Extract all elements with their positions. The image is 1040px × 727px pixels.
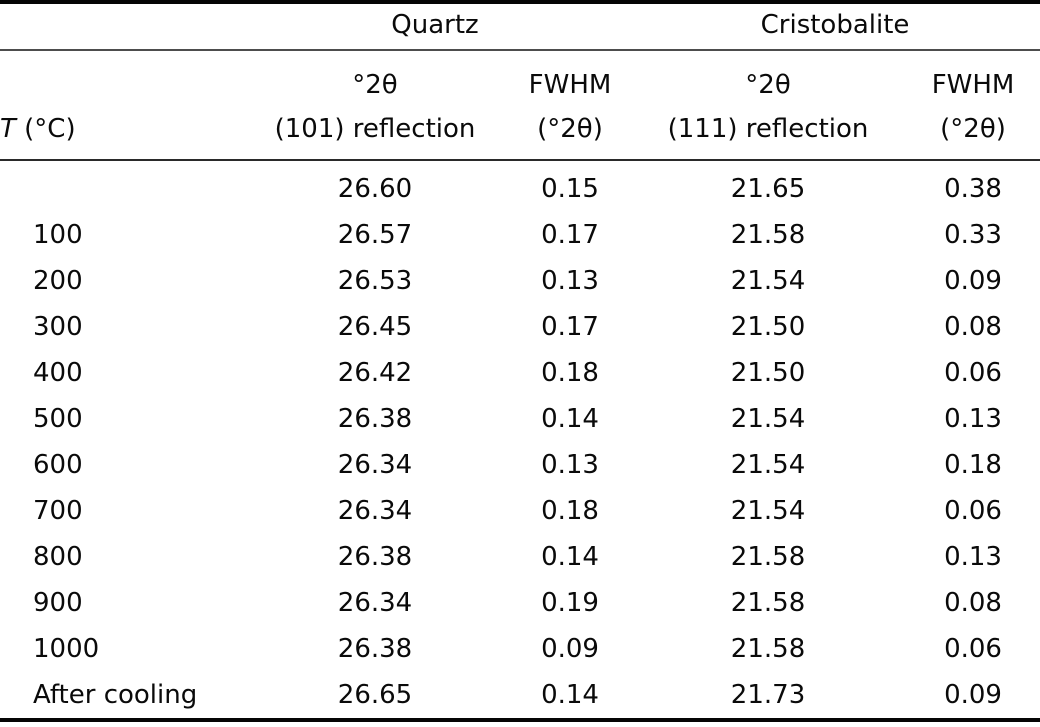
cell-cristobalite-fwhm: 0.09: [944, 680, 1002, 710]
cristobalite-fwhm-line2: (°2θ): [940, 114, 1006, 144]
cell-cristobalite-2theta: 21.73: [730, 680, 806, 710]
table-row: 26.60 0.15 21.65 0.38: [0, 160, 1040, 212]
column-header-temperature: T (°C): [0, 50, 240, 161]
cell-quartz-2theta: 26.57: [337, 220, 413, 250]
group-header-cristobalite: Cristobalite: [630, 2, 1040, 51]
group-header-row: Quartz Cristobalite: [0, 2, 1040, 51]
cell-cristobalite-fwhm: 0.38: [944, 174, 1002, 204]
cell-cristobalite-2theta: 21.54: [730, 404, 806, 434]
column-header-cristobalite-2theta: °2θ (111) reflection: [630, 50, 907, 161]
column-header-row: T (°C) °2θ (101) reflection FWHM (°2θ) °…: [0, 50, 1040, 161]
cristobalite-fwhm-line1: FWHM: [931, 70, 1015, 100]
cell-quartz-fwhm: 0.13: [541, 266, 599, 296]
table-row: 200 26.53 0.13 21.54 0.09: [0, 258, 1040, 304]
cell-temperature: 1000: [33, 634, 100, 664]
table-body: 26.60 0.15 21.65 0.38 100 26.57 0.17 21.58 0.33 2…: [0, 160, 1040, 720]
column-header-cristobalite-fwhm: FWHM (°2θ): [906, 50, 1040, 161]
cell-cristobalite-fwhm: 0.08: [944, 312, 1002, 342]
quartz-fwhm-line2: (°2θ): [537, 114, 603, 144]
cell-temperature: 800: [33, 542, 83, 572]
cell-cristobalite-fwhm: 0.33: [944, 220, 1002, 250]
cell-quartz-fwhm: 0.09: [541, 634, 599, 664]
table-row: 300 26.45 0.17 21.50 0.08: [0, 304, 1040, 350]
cell-cristobalite-2theta: 21.54: [730, 266, 806, 296]
cell-quartz-fwhm: 0.17: [541, 220, 599, 250]
cell-quartz-2theta: 26.60: [337, 174, 413, 204]
table-row: 500 26.38 0.14 21.54 0.13: [0, 396, 1040, 442]
cell-temperature: 500: [33, 404, 83, 434]
cristobalite-2theta-line1: °2θ: [745, 70, 791, 100]
cell-quartz-2theta: 26.34: [337, 496, 413, 526]
cell-quartz-2theta: 26.38: [337, 542, 413, 572]
cell-quartz-2theta: 26.34: [337, 588, 413, 618]
cell-quartz-2theta: 26.38: [337, 634, 413, 664]
quartz-2theta-line1: °2θ: [352, 70, 398, 100]
cell-quartz-2theta: 26.38: [337, 404, 413, 434]
cell-cristobalite-fwhm: 0.06: [944, 634, 1002, 664]
quartz-2theta-line2: (101) reflection: [274, 114, 476, 144]
cell-temperature: 900: [33, 588, 83, 618]
cristobalite-2theta-line2: (111) reflection: [667, 114, 869, 144]
cell-cristobalite-2theta: 21.58: [730, 634, 806, 664]
cell-temperature: 700: [33, 496, 83, 526]
cell-quartz-2theta: 26.42: [337, 358, 413, 388]
cell-cristobalite-2theta: 21.54: [730, 496, 806, 526]
table-row: 1000 26.38 0.09 21.58 0.06: [0, 626, 1040, 672]
cell-temperature: [0, 160, 240, 212]
group-header-empty: [0, 2, 240, 51]
temperature-unit: (°C): [15, 114, 76, 144]
cell-cristobalite-2theta: 21.65: [730, 174, 806, 204]
table-row: After cooling 26.65 0.14 21.73 0.09: [0, 672, 1040, 720]
table-row: 400 26.42 0.18 21.50 0.06: [0, 350, 1040, 396]
cell-quartz-fwhm: 0.14: [541, 404, 599, 434]
cell-temperature: After cooling: [33, 680, 198, 710]
cell-quartz-2theta: 26.45: [337, 312, 413, 342]
cell-cristobalite-2theta: 21.58: [730, 542, 806, 572]
cell-quartz-fwhm: 0.18: [541, 496, 599, 526]
cell-cristobalite-2theta: 21.58: [730, 220, 806, 250]
column-header-quartz-2theta: °2θ (101) reflection: [240, 50, 510, 161]
cell-temperature: 100: [33, 220, 83, 250]
cell-cristobalite-fwhm: 0.06: [944, 496, 1002, 526]
quartz-fwhm-line1: FWHM: [528, 70, 612, 100]
column-header-quartz-fwhm: FWHM (°2θ): [510, 50, 631, 161]
cell-quartz-fwhm: 0.15: [541, 174, 599, 204]
cell-temperature: 300: [33, 312, 83, 342]
cell-cristobalite-2theta: 21.58: [730, 588, 806, 618]
cell-cristobalite-fwhm: 0.13: [944, 404, 1002, 434]
cell-temperature: 400: [33, 358, 83, 388]
table-row: 700 26.34 0.18 21.54 0.06: [0, 488, 1040, 534]
table-row: 800 26.38 0.14 21.58 0.13: [0, 534, 1040, 580]
cell-quartz-fwhm: 0.14: [541, 680, 599, 710]
cell-quartz-fwhm: 0.18: [541, 358, 599, 388]
table-row: 100 26.57 0.17 21.58 0.33: [0, 212, 1040, 258]
cell-cristobalite-fwhm: 0.09: [944, 266, 1002, 296]
temperature-header-label: T (°C): [0, 107, 240, 151]
table-row: 900 26.34 0.19 21.58 0.08: [0, 580, 1040, 626]
cell-cristobalite-fwhm: 0.18: [944, 450, 1002, 480]
cell-cristobalite-fwhm: 0.06: [944, 358, 1002, 388]
cell-temperature: 200: [33, 266, 83, 296]
cell-quartz-fwhm: 0.19: [541, 588, 599, 618]
cell-quartz-2theta: 26.34: [337, 450, 413, 480]
table-head: Quartz Cristobalite T (°C) °2θ (101) ref…: [0, 2, 1040, 161]
temperature-symbol: T: [0, 114, 16, 144]
group-header-quartz: Quartz: [240, 2, 631, 51]
cell-cristobalite-2theta: 21.50: [730, 312, 806, 342]
cell-cristobalite-2theta: 21.54: [730, 450, 806, 480]
temperature-header-spacer: [0, 63, 240, 107]
cell-temperature: 600: [33, 450, 83, 480]
cell-cristobalite-2theta: 21.50: [730, 358, 806, 388]
cell-cristobalite-fwhm: 0.08: [944, 588, 1002, 618]
cell-quartz-fwhm: 0.13: [541, 450, 599, 480]
cell-quartz-fwhm: 0.17: [541, 312, 599, 342]
table-row: 600 26.34 0.13 21.54 0.18: [0, 442, 1040, 488]
cell-cristobalite-fwhm: 0.13: [944, 542, 1002, 572]
cell-quartz-2theta: 26.65: [337, 680, 413, 710]
cell-quartz-2theta: 26.53: [337, 266, 413, 296]
cell-quartz-fwhm: 0.14: [541, 542, 599, 572]
